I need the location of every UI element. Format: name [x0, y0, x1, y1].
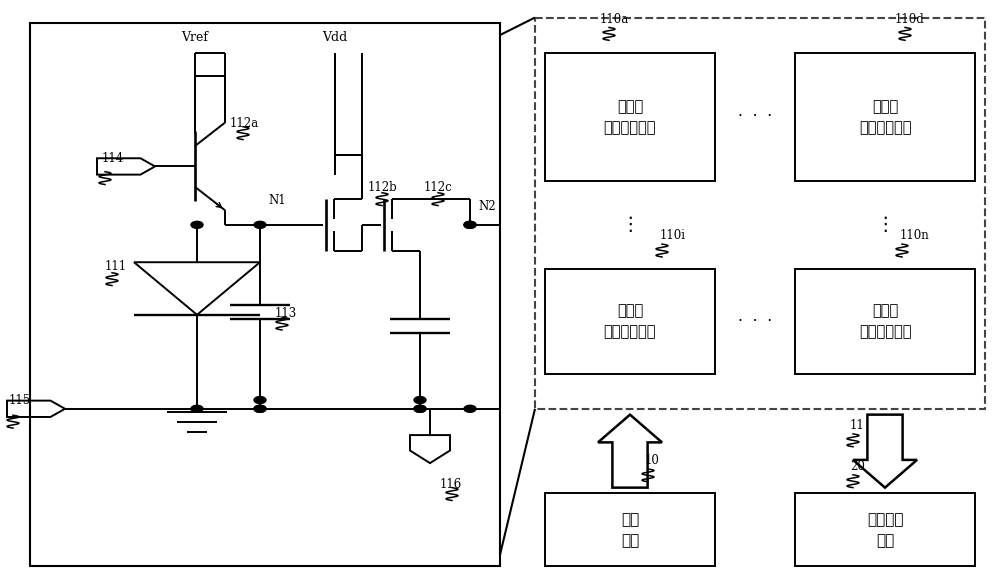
Text: 112c: 112c — [424, 181, 453, 194]
Text: 112a: 112a — [230, 117, 259, 130]
Text: N1: N1 — [268, 194, 286, 207]
Text: 116: 116 — [440, 478, 462, 491]
Circle shape — [464, 221, 476, 228]
Circle shape — [254, 405, 266, 412]
Text: ·  ·  ·: · · · — [738, 109, 772, 124]
Text: 113: 113 — [275, 307, 297, 319]
Text: 主动式
像素感测单元: 主动式 像素感测单元 — [859, 99, 911, 135]
Text: Vref: Vref — [182, 31, 208, 44]
Text: 11: 11 — [850, 419, 865, 432]
Bar — [535, 18, 985, 409]
Text: 主动式
像素感测单元: 主动式 像素感测单元 — [604, 303, 656, 339]
Text: 114: 114 — [102, 152, 124, 165]
Bar — [545, 269, 715, 374]
Text: 112b: 112b — [368, 181, 398, 194]
Circle shape — [464, 221, 476, 228]
Circle shape — [464, 405, 476, 412]
Text: 115: 115 — [9, 394, 31, 406]
Circle shape — [414, 405, 426, 412]
Bar — [30, 23, 500, 566]
Text: ⋮: ⋮ — [620, 215, 640, 234]
Text: 110i: 110i — [660, 230, 686, 242]
Circle shape — [191, 405, 203, 412]
Text: Vdd: Vdd — [322, 31, 348, 44]
Bar — [545, 493, 715, 566]
Text: 主动式
像素感测单元: 主动式 像素感测单元 — [604, 99, 656, 135]
Bar — [795, 53, 975, 181]
Text: N2: N2 — [478, 200, 496, 213]
Text: 110n: 110n — [900, 230, 930, 242]
Text: 111: 111 — [105, 260, 127, 273]
Text: 10: 10 — [645, 454, 660, 467]
Text: ⋮: ⋮ — [875, 215, 895, 234]
Text: 110d: 110d — [895, 13, 925, 26]
Circle shape — [191, 221, 203, 228]
Bar — [545, 53, 715, 181]
Circle shape — [254, 405, 266, 412]
Bar — [795, 493, 975, 566]
Bar — [795, 269, 975, 374]
Text: 信号处理
模块: 信号处理 模块 — [867, 512, 903, 548]
Circle shape — [414, 397, 426, 404]
Circle shape — [254, 221, 266, 228]
Text: 110a: 110a — [599, 13, 629, 26]
Circle shape — [414, 405, 426, 412]
Text: 主动式
像素感测单元: 主动式 像素感测单元 — [859, 303, 911, 339]
Text: ·  ·  ·: · · · — [738, 314, 772, 329]
Circle shape — [254, 397, 266, 404]
Text: 20: 20 — [850, 460, 865, 473]
Text: 控制
单元: 控制 单元 — [621, 512, 639, 548]
